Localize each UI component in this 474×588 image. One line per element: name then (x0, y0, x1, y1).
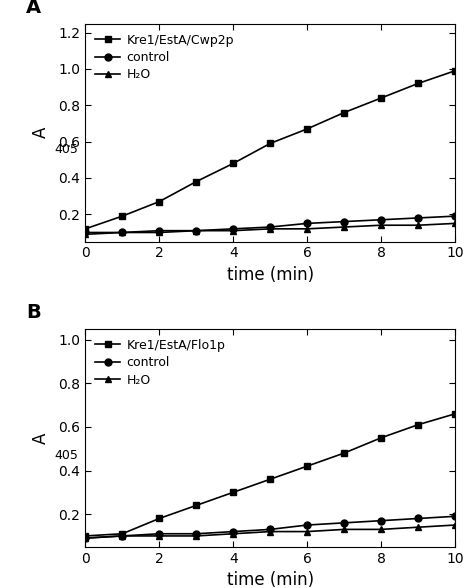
H₂O (230, 227, 236, 234)
control (156, 227, 162, 234)
control (415, 215, 421, 222)
control (378, 517, 384, 524)
H₂O (304, 528, 310, 535)
H₂O (156, 229, 162, 236)
Kre1/EstA/Flo1p (415, 421, 421, 428)
H₂O (452, 522, 458, 529)
Kre1/EstA/Cwp2p (230, 160, 236, 167)
Kre1/EstA/Cwp2p (119, 213, 125, 220)
Kre1/EstA/Flo1p (82, 532, 88, 539)
H₂O (378, 526, 384, 533)
Kre1/EstA/Cwp2p (267, 140, 273, 147)
control (230, 528, 236, 535)
H₂O (193, 227, 199, 234)
H₂O (119, 532, 125, 539)
H₂O (267, 225, 273, 232)
control (378, 216, 384, 223)
Text: B: B (26, 303, 41, 322)
Kre1/EstA/Flo1p (304, 463, 310, 470)
Kre1/EstA/Cwp2p (82, 225, 88, 232)
control (119, 229, 125, 236)
Kre1/EstA/Cwp2p (452, 67, 458, 74)
Legend: Kre1/EstA/Cwp2p, control, H₂O: Kre1/EstA/Cwp2p, control, H₂O (91, 30, 238, 85)
control (341, 218, 347, 225)
control (193, 227, 199, 234)
Kre1/EstA/Flo1p (230, 489, 236, 496)
Kre1/EstA/Flo1p (267, 476, 273, 483)
H₂O (267, 528, 273, 535)
Text: A: A (26, 0, 41, 17)
Line: H₂O: H₂O (82, 522, 458, 542)
control (82, 534, 88, 542)
H₂O (378, 222, 384, 229)
control (452, 513, 458, 520)
Kre1/EstA/Flo1p (156, 515, 162, 522)
Text: 405: 405 (54, 449, 78, 462)
control (119, 532, 125, 539)
control (341, 519, 347, 526)
Text: A: A (32, 432, 50, 443)
H₂O (452, 220, 458, 227)
Line: Kre1/EstA/Flo1p: Kre1/EstA/Flo1p (82, 410, 458, 539)
control (304, 522, 310, 529)
control (267, 526, 273, 533)
Kre1/EstA/Flo1p (452, 410, 458, 417)
Line: control: control (82, 513, 458, 542)
H₂O (415, 524, 421, 531)
H₂O (341, 526, 347, 533)
control (230, 225, 236, 232)
control (304, 220, 310, 227)
Kre1/EstA/Cwp2p (415, 80, 421, 87)
control (415, 515, 421, 522)
Text: 405: 405 (54, 143, 78, 156)
Kre1/EstA/Flo1p (119, 530, 125, 537)
X-axis label: time (min): time (min) (227, 572, 314, 588)
Line: H₂O: H₂O (82, 220, 458, 238)
Kre1/EstA/Cwp2p (193, 178, 199, 185)
H₂O (193, 532, 199, 539)
Line: Kre1/EstA/Cwp2p: Kre1/EstA/Cwp2p (82, 67, 458, 232)
H₂O (304, 225, 310, 232)
control (156, 530, 162, 537)
control (193, 530, 199, 537)
H₂O (82, 230, 88, 238)
H₂O (156, 532, 162, 539)
Kre1/EstA/Flo1p (378, 435, 384, 442)
Legend: Kre1/EstA/Flo1p, control, H₂O: Kre1/EstA/Flo1p, control, H₂O (91, 335, 229, 390)
Kre1/EstA/Cwp2p (378, 95, 384, 102)
Kre1/EstA/Cwp2p (304, 125, 310, 132)
H₂O (415, 222, 421, 229)
H₂O (119, 229, 125, 236)
H₂O (82, 534, 88, 542)
H₂O (341, 223, 347, 230)
H₂O (230, 530, 236, 537)
Line: control: control (82, 213, 458, 236)
X-axis label: time (min): time (min) (227, 266, 314, 284)
Text: A: A (32, 127, 50, 138)
Kre1/EstA/Cwp2p (156, 198, 162, 205)
control (452, 213, 458, 220)
Kre1/EstA/Cwp2p (341, 109, 347, 116)
Kre1/EstA/Flo1p (341, 450, 347, 457)
control (82, 229, 88, 236)
Kre1/EstA/Flo1p (193, 502, 199, 509)
control (267, 223, 273, 230)
